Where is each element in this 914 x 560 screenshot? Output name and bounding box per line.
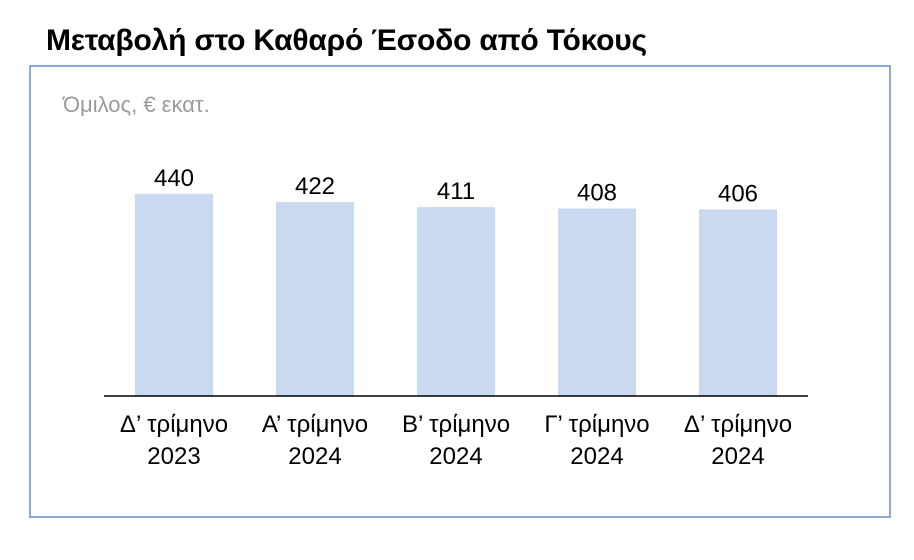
- data-label-2: 422: [295, 173, 335, 200]
- category-label-1: Δ’ τρίμηνο 2023: [120, 411, 228, 470]
- category-label-3: Β’ τρίμηνο 2024: [402, 411, 510, 470]
- bar-1: [135, 193, 213, 396]
- data-label-3: 411: [437, 178, 475, 205]
- data-label-4: 408: [577, 179, 617, 206]
- data-label-1: 440: [154, 165, 194, 192]
- chart-frame: [29, 65, 891, 518]
- bar-5: [699, 209, 777, 396]
- bar-3: [417, 207, 495, 396]
- bar-4: [558, 208, 636, 396]
- category-label-4: Γ’ τρίμηνο 2024: [544, 411, 649, 470]
- data-label-5: 406: [718, 180, 758, 207]
- bar-2: [276, 202, 354, 396]
- chart-subtitle: Όμιλος, € εκατ.: [63, 92, 210, 117]
- category-label-2: Α’ τρίμηνο 2024: [262, 411, 368, 470]
- category-label-5: Δ’ τρίμηνο 2024: [684, 411, 792, 470]
- page-title: Μεταβολή στο Καθαρό Έσοδο από Τόκους: [46, 24, 647, 57]
